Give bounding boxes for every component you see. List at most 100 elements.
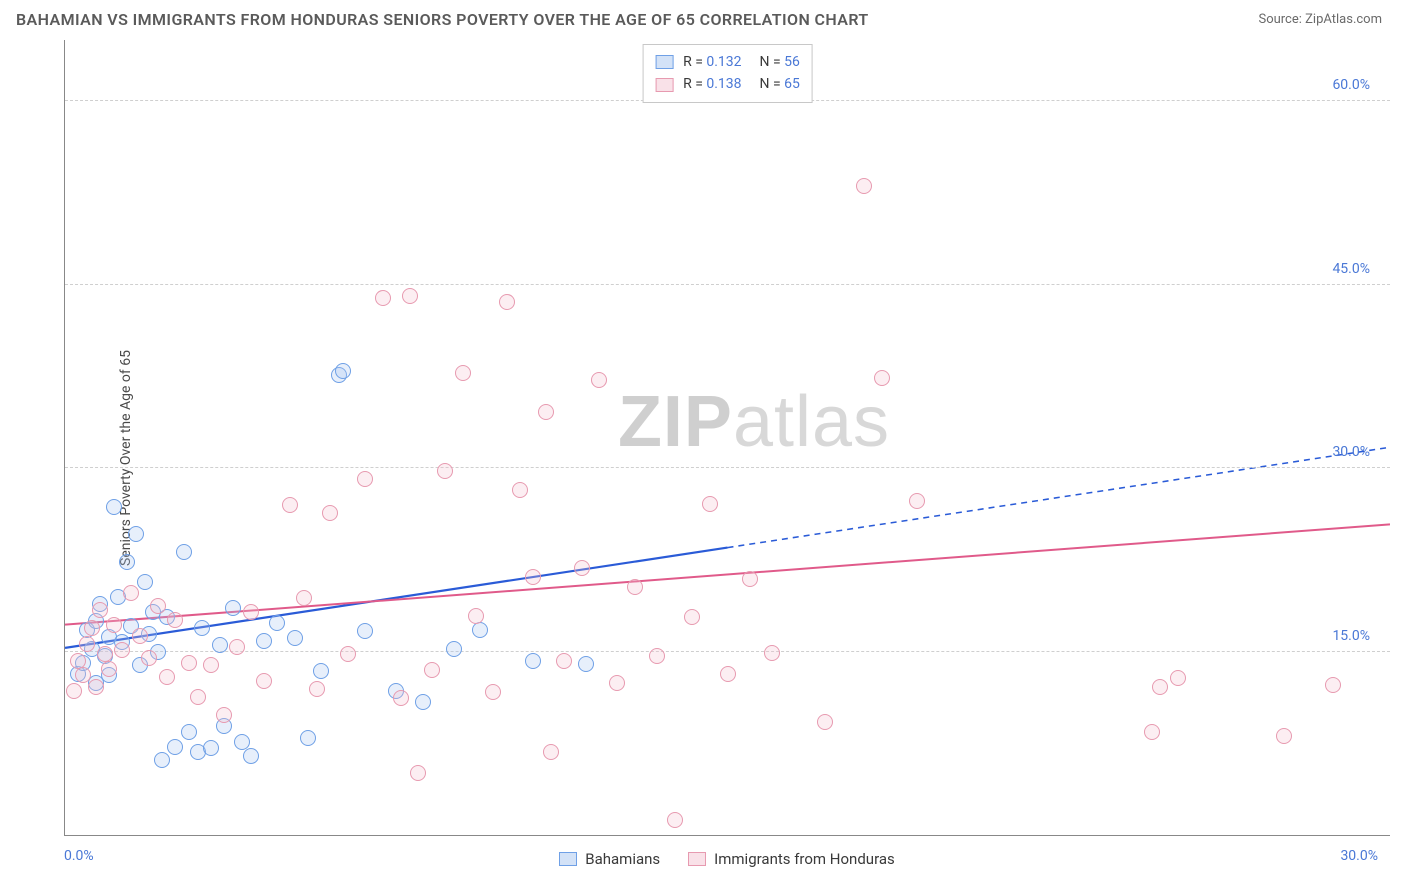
data-point-honduras	[667, 812, 683, 828]
data-point-honduras	[468, 608, 484, 624]
data-point-honduras	[410, 765, 426, 781]
legend-label: Immigrants from Honduras	[714, 850, 895, 868]
data-point-bahamians	[357, 623, 373, 639]
data-point-honduras	[1170, 670, 1186, 686]
data-point-honduras	[424, 662, 440, 678]
legend-label: Bahamians	[585, 850, 660, 868]
data-point-bahamians	[415, 694, 431, 710]
y-tick-label: 45.0%	[1332, 261, 1370, 277]
data-point-honduras	[243, 604, 259, 620]
data-point-honduras	[75, 667, 91, 683]
data-point-honduras	[649, 648, 665, 664]
data-point-honduras	[66, 683, 82, 699]
r-label: R = 0.138	[683, 73, 741, 95]
trendline-bahamians	[65, 548, 728, 648]
data-point-honduras	[402, 288, 418, 304]
data-point-honduras	[684, 609, 700, 625]
n-label: N = 56	[760, 51, 800, 73]
data-point-bahamians	[243, 748, 259, 764]
data-point-honduras	[499, 294, 515, 310]
data-point-honduras	[92, 602, 108, 618]
swatch-bahamians	[559, 852, 577, 866]
data-point-bahamians	[335, 363, 351, 379]
data-point-honduras	[485, 684, 501, 700]
data-point-honduras	[216, 707, 232, 723]
data-point-honduras	[764, 645, 780, 661]
chart-container: Seniors Poverty Over the Age of 65 ZIPat…	[16, 40, 1390, 876]
data-point-honduras	[1152, 679, 1168, 695]
legend-series: Bahamians Immigrants from Honduras	[64, 850, 1390, 868]
data-point-honduras	[296, 590, 312, 606]
legend-item-honduras: Immigrants from Honduras	[688, 850, 895, 868]
data-point-bahamians	[154, 752, 170, 768]
data-point-honduras	[909, 493, 925, 509]
data-point-honduras	[525, 569, 541, 585]
trendline-ext-bahamians	[728, 447, 1391, 547]
data-point-honduras	[97, 646, 113, 662]
legend-item-bahamians: Bahamians	[559, 850, 660, 868]
data-point-honduras	[114, 642, 130, 658]
data-point-honduras	[340, 646, 356, 662]
data-point-honduras	[79, 636, 95, 652]
watermark: ZIPatlas	[618, 381, 890, 463]
data-point-honduras	[574, 560, 590, 576]
data-point-honduras	[322, 505, 338, 521]
source-label: Source: ZipAtlas.com	[1258, 12, 1382, 27]
data-point-honduras	[1276, 728, 1292, 744]
data-point-honduras	[84, 620, 100, 636]
data-point-honduras	[543, 744, 559, 760]
data-point-honduras	[282, 497, 298, 513]
data-point-honduras	[702, 496, 718, 512]
data-point-bahamians	[128, 526, 144, 542]
data-point-honduras	[150, 598, 166, 614]
data-point-honduras	[856, 178, 872, 194]
data-point-bahamians	[525, 653, 541, 669]
swatch-honduras	[688, 852, 706, 866]
data-point-honduras	[1144, 724, 1160, 740]
data-point-honduras	[203, 657, 219, 673]
gridline	[65, 284, 1390, 285]
chart-title: BAHAMIAN VS IMMIGRANTS FROM HONDURAS SEN…	[16, 10, 869, 29]
data-point-honduras	[141, 650, 157, 666]
data-point-honduras	[817, 714, 833, 730]
data-point-bahamians	[313, 663, 329, 679]
data-point-bahamians	[300, 730, 316, 746]
data-point-bahamians	[287, 630, 303, 646]
data-point-honduras	[538, 404, 554, 420]
data-point-honduras	[190, 689, 206, 705]
data-point-bahamians	[176, 544, 192, 560]
data-point-bahamians	[212, 637, 228, 653]
y-tick-label: 60.0%	[1332, 77, 1370, 93]
data-point-honduras	[874, 370, 890, 386]
data-point-honduras	[742, 571, 758, 587]
data-point-bahamians	[256, 633, 272, 649]
data-point-honduras	[181, 655, 197, 671]
plot-area: ZIPatlas R = 0.132N = 56R = 0.138N = 65 …	[64, 40, 1390, 836]
data-point-honduras	[1325, 677, 1341, 693]
trendline-honduras	[65, 524, 1390, 624]
data-point-honduras	[88, 679, 104, 695]
data-point-honduras	[256, 673, 272, 689]
data-point-honduras	[375, 290, 391, 306]
data-point-bahamians	[225, 600, 241, 616]
data-point-bahamians	[269, 615, 285, 631]
data-point-honduras	[309, 681, 325, 697]
data-point-honduras	[132, 628, 148, 644]
n-label: N = 65	[760, 73, 800, 95]
source-prefix: Source:	[1258, 12, 1305, 27]
swatch-bahamians	[655, 55, 673, 69]
data-point-honduras	[159, 669, 175, 685]
data-point-bahamians	[106, 499, 122, 515]
data-point-bahamians	[167, 739, 183, 755]
data-point-honduras	[512, 482, 528, 498]
trend-lines	[65, 40, 1390, 835]
data-point-honduras	[229, 639, 245, 655]
data-point-bahamians	[446, 641, 462, 657]
data-point-bahamians	[181, 724, 197, 740]
data-point-bahamians	[194, 620, 210, 636]
legend-stat-row-honduras: R = 0.138 N = 65	[655, 73, 800, 95]
data-point-bahamians	[137, 574, 153, 590]
legend-stat-row-bahamians: R = 0.132N = 56	[655, 51, 800, 73]
data-point-honduras	[393, 690, 409, 706]
data-point-bahamians	[119, 554, 135, 570]
